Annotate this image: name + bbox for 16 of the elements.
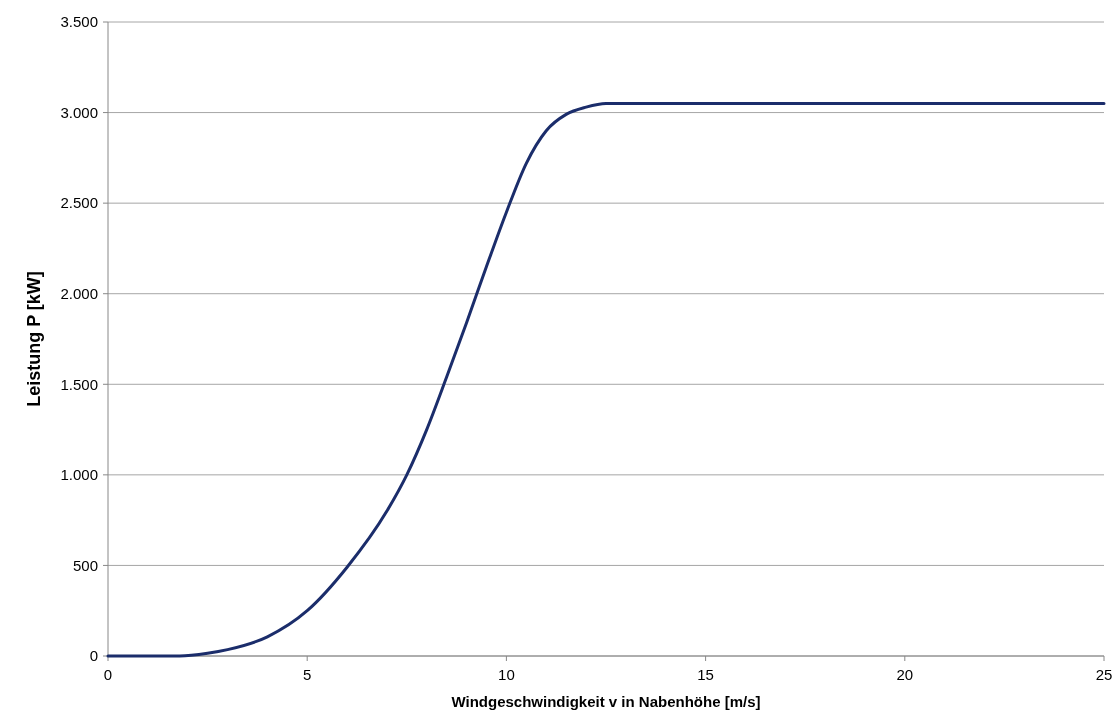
y-tick-label: 0 [89,647,98,665]
x-tick-label: 25 [1095,666,1113,683]
y-tick-label: 3.000 [60,103,98,121]
y-tick-label: 2.000 [60,284,98,302]
x-tick-label: 0 [103,666,113,683]
x-tick-label: 10 [498,666,515,683]
x-axis-title: Windgeschwindigkeit v in Nabenhöhe [m/s] [451,693,761,710]
y-tick-label: 1.000 [60,466,98,484]
y-tick-label: 500 [72,556,98,574]
x-tick-label: 15 [697,666,714,683]
y-axis-title: Leistung P [kW] [24,271,44,407]
y-tick-label: 2.500 [60,194,98,212]
y-tick-label: 3.500 [60,13,98,31]
x-tick-label: 5 [303,666,312,683]
y-tick-label: 1.500 [60,375,98,393]
x-tick-label: 20 [896,666,914,683]
